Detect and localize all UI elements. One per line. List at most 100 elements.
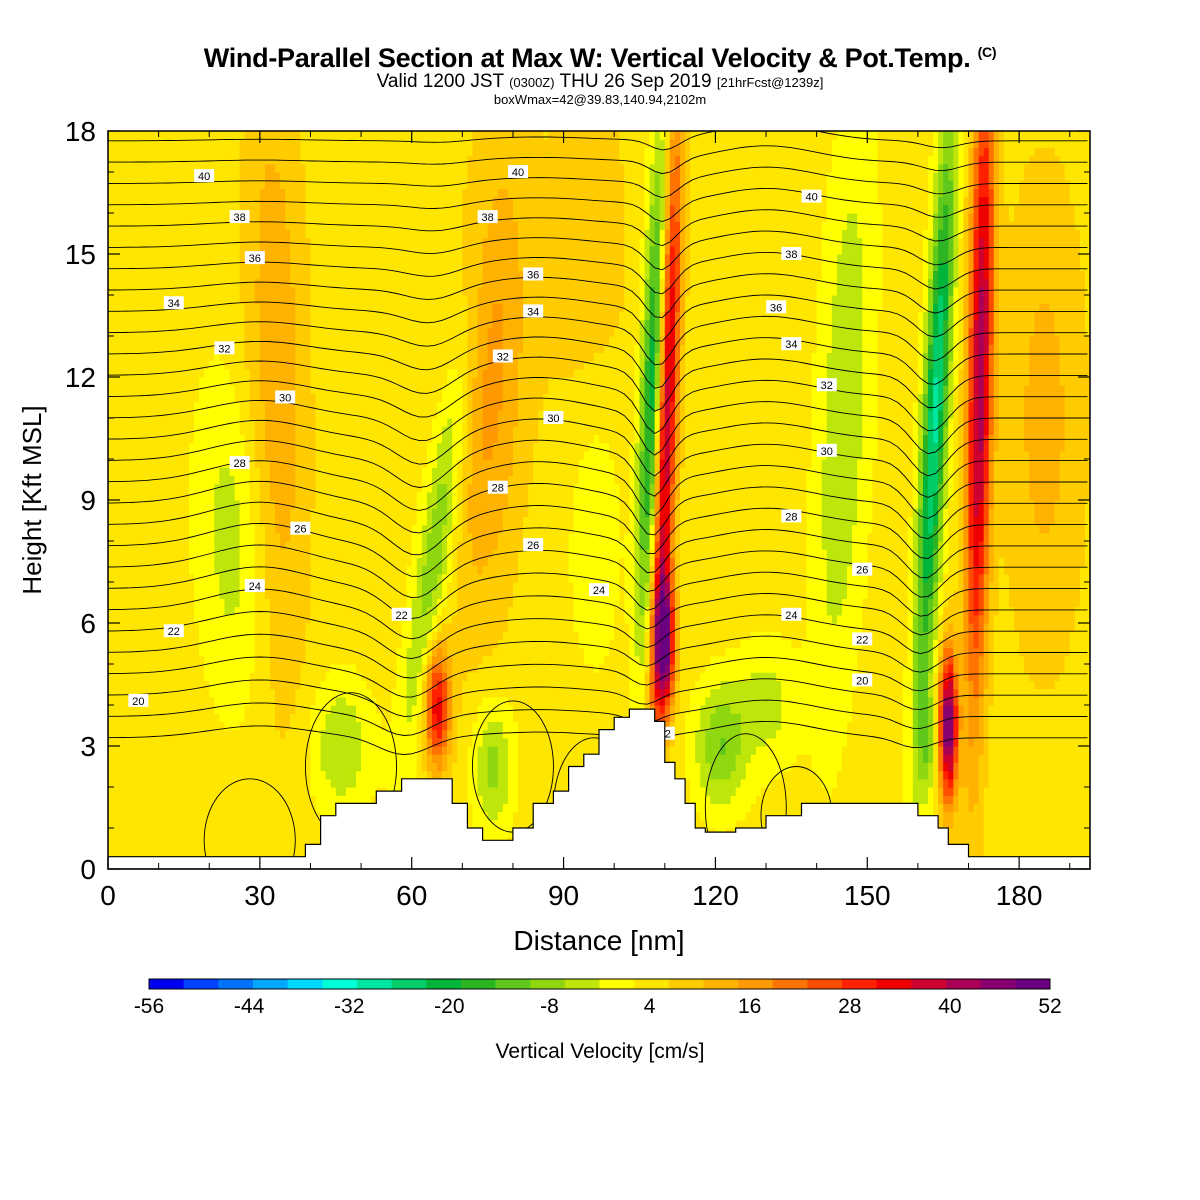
velocity-cell — [254, 163, 261, 173]
velocity-cell — [219, 532, 226, 542]
velocity-cell — [371, 623, 377, 632]
velocity-cell — [113, 778, 119, 788]
velocity-cell — [138, 163, 145, 173]
velocity-cell — [214, 352, 220, 362]
velocity-cell — [269, 385, 276, 394]
velocity-cell — [188, 270, 195, 280]
velocity-cell — [249, 139, 256, 148]
velocity-cell — [371, 360, 377, 370]
velocity-cell — [143, 762, 150, 772]
velocity-cell — [183, 819, 190, 829]
velocity-cell — [133, 336, 139, 345]
velocity-cell — [148, 721, 155, 731]
velocity-cell — [234, 426, 241, 435]
velocity-cell — [310, 508, 317, 517]
velocity-cell — [315, 270, 322, 280]
velocity-cell — [244, 245, 251, 255]
velocity-cell — [361, 762, 367, 772]
velocity-cell — [183, 172, 190, 181]
velocity-cell — [249, 221, 256, 230]
velocity-cell — [158, 245, 165, 255]
velocity-cell — [118, 459, 124, 468]
velocity-cell — [214, 270, 220, 280]
velocity-cell — [376, 270, 382, 280]
velocity-cell — [133, 524, 139, 534]
velocity-cell — [371, 606, 377, 616]
velocity-cell — [108, 319, 114, 329]
velocity-cell — [280, 828, 286, 837]
velocity-cell — [133, 229, 139, 239]
velocity-cell — [188, 573, 195, 583]
velocity-cell — [224, 434, 231, 444]
velocity-cell — [219, 664, 226, 673]
velocity-cell — [183, 746, 190, 755]
velocity-cell — [305, 147, 312, 157]
velocity-cell — [249, 303, 256, 312]
velocity-cell — [345, 746, 352, 755]
velocity-cell — [320, 237, 327, 247]
velocity-cell — [340, 213, 347, 222]
velocity-cell — [173, 770, 180, 780]
velocity-cell — [259, 524, 266, 534]
velocity-cell — [254, 590, 261, 599]
velocity-cell — [133, 787, 139, 796]
velocity-cell — [361, 254, 367, 263]
velocity-cell — [305, 565, 312, 575]
velocity-cell — [269, 811, 276, 821]
velocity-cell — [224, 418, 231, 427]
velocity-cell — [264, 573, 271, 583]
velocity-cell — [361, 524, 367, 534]
velocity-cell — [315, 196, 322, 206]
velocity-cell — [229, 762, 236, 772]
velocity-cell — [133, 664, 139, 673]
velocity-cell — [285, 631, 291, 640]
velocity-cell — [229, 442, 236, 452]
velocity-cell — [148, 336, 155, 345]
velocity-cell — [194, 418, 200, 427]
velocity-cell — [244, 516, 251, 526]
velocity-cell — [381, 582, 387, 591]
velocity-cell — [356, 639, 362, 649]
velocity-cell — [249, 327, 256, 337]
velocity-cell — [224, 352, 231, 362]
velocity-cell — [199, 418, 205, 427]
velocity-cell — [269, 606, 276, 616]
velocity-cell — [158, 196, 165, 206]
velocity-cell — [371, 385, 377, 394]
velocity-cell — [310, 254, 317, 263]
velocity-cell — [249, 680, 256, 690]
velocity-cell — [173, 778, 180, 788]
velocity-cell — [356, 155, 362, 165]
velocity-cell — [138, 787, 145, 796]
velocity-cell — [340, 336, 347, 345]
velocity-cell — [173, 672, 180, 681]
velocity-cell — [335, 344, 342, 353]
velocity-cell — [345, 770, 352, 780]
velocity-cell — [320, 541, 327, 550]
velocity-cell — [183, 196, 190, 206]
velocity-cell — [168, 459, 175, 468]
velocity-cell — [194, 450, 200, 460]
velocity-cell — [118, 500, 124, 509]
velocity-cell — [305, 721, 312, 731]
velocity-cell — [188, 155, 195, 165]
velocity-cell — [330, 680, 337, 690]
velocity-cell — [300, 221, 307, 230]
velocity-cell — [234, 565, 241, 575]
velocity-cell — [148, 172, 155, 181]
velocity-cell — [133, 418, 139, 427]
velocity-cell — [371, 680, 377, 690]
velocity-cell — [275, 705, 281, 714]
velocity-cell — [133, 491, 139, 501]
velocity-cell — [178, 327, 185, 337]
velocity-cell — [239, 442, 246, 452]
velocity-cell — [305, 590, 312, 599]
velocity-cell — [340, 172, 347, 181]
velocity-cell — [113, 828, 119, 837]
velocity-cell — [280, 811, 286, 821]
velocity-cell — [366, 795, 372, 804]
velocity-cell — [376, 557, 382, 567]
velocity-cell — [345, 475, 352, 485]
velocity-cell — [290, 467, 296, 476]
velocity-cell — [168, 450, 175, 460]
